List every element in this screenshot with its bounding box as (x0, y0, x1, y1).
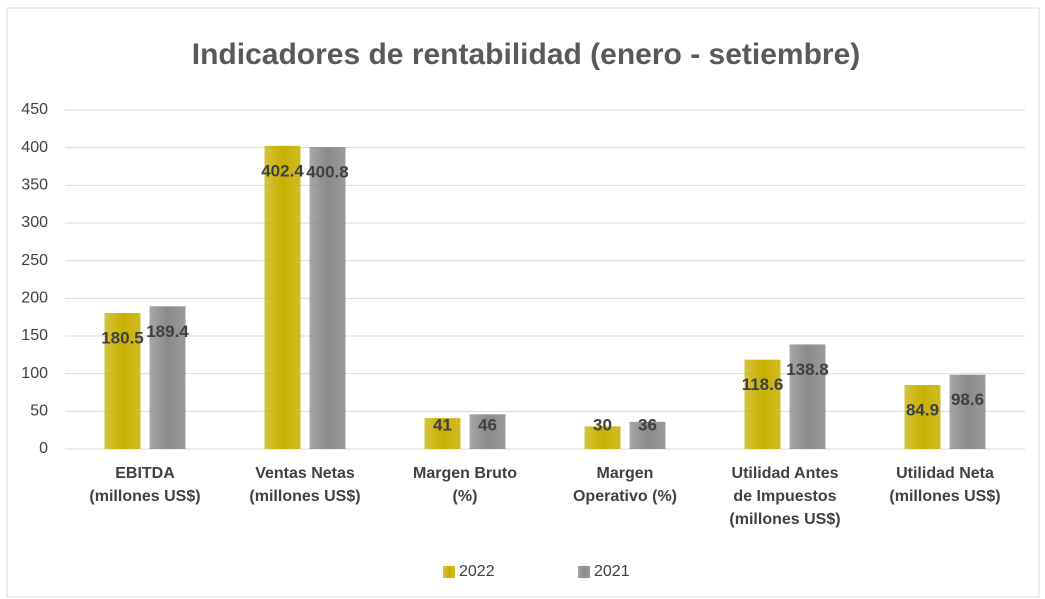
x-tick-label: Utilidad Antes (732, 465, 839, 482)
bar (629, 421, 666, 449)
bar (309, 147, 346, 449)
x-tick-label: Ventas Netas (255, 465, 355, 482)
y-tick-label: 300 (21, 214, 48, 231)
y-tick-label: 0 (39, 440, 48, 457)
x-tick-label: (%) (453, 488, 478, 505)
bar (264, 145, 301, 449)
bar (424, 418, 461, 449)
y-tick-label: 250 (21, 252, 48, 269)
legend-swatch (578, 566, 590, 578)
data-label: 400.8 (306, 163, 349, 182)
legend-swatch (443, 566, 455, 578)
data-label: 118.6 (742, 375, 784, 394)
data-label: 402.4 (261, 161, 304, 180)
chart-border (6, 7, 1040, 598)
y-tick-label: 450 (21, 101, 48, 118)
x-tick-label: Margen Bruto (413, 465, 517, 482)
data-label: 138.8 (786, 360, 829, 379)
bar (949, 374, 986, 449)
x-tick-label: Margen (597, 465, 654, 482)
data-label: 84.9 (906, 401, 939, 420)
bar (904, 385, 941, 449)
bar (584, 426, 621, 449)
data-label: 189.4 (146, 322, 189, 341)
y-tick-label: 50 (30, 403, 48, 420)
x-tick-label: (millones US$) (729, 511, 840, 528)
bar (744, 359, 781, 449)
data-label: 36 (638, 415, 657, 434)
x-tick-label: Operativo (%) (573, 488, 677, 505)
x-tick-label: (millones US$) (889, 488, 1000, 505)
data-label: 41 (433, 415, 452, 434)
bar (789, 344, 826, 449)
x-tick-label: EBITDA (115, 465, 175, 482)
x-tick-label: de Impuestos (733, 488, 836, 505)
data-label: 46 (478, 415, 497, 434)
legend-label: 2021 (594, 563, 630, 580)
bar (104, 313, 141, 449)
data-label: 98.6 (951, 390, 984, 409)
x-tick-label: (millones US$) (249, 488, 360, 505)
y-tick-label: 350 (21, 177, 48, 194)
y-tick-label: 400 (21, 139, 48, 156)
chart-title: Indicadores de rentabilidad (enero - set… (192, 38, 861, 71)
bar (469, 414, 506, 449)
y-tick-label: 150 (21, 327, 48, 344)
y-tick-label: 100 (21, 365, 48, 382)
data-label: 180.5 (101, 329, 144, 348)
legend-label: 2022 (459, 563, 495, 580)
bar (149, 306, 186, 449)
data-label: 30 (593, 415, 612, 434)
y-tick-label: 200 (21, 290, 48, 307)
x-tick-label: (millones US$) (89, 488, 200, 505)
x-tick-label: Utilidad Neta (896, 465, 994, 482)
